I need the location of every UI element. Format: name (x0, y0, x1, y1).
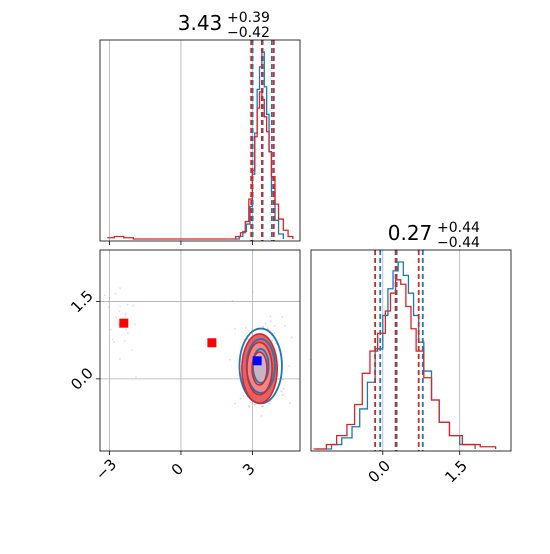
marginal-2-x-tick-label: 0.0 (364, 457, 394, 487)
joint-scatter-point (281, 394, 284, 396)
marginal-2-series-2-step (313, 279, 497, 450)
joint-scatter-point (264, 322, 267, 325)
marginal-1-title-plus: +0.39 (227, 10, 270, 26)
joint-scatter-point (288, 364, 291, 367)
joint-scatter-point (103, 294, 106, 297)
joint-scatter-point (112, 341, 115, 343)
joint-scatter-point (124, 314, 127, 316)
joint-scatter-point (283, 324, 286, 327)
marginal-2-frame (310, 249, 512, 452)
joint-scatter-point (114, 292, 117, 295)
joint-scatter-point (127, 332, 129, 335)
joint-scatter-point (270, 339, 273, 342)
joint-scatter-point (281, 316, 284, 319)
joint-contour-panel: −3 0 3 0.0 1.5 (67, 249, 312, 484)
joint-scatter-point (115, 316, 118, 319)
joint-scatter-point (262, 326, 265, 328)
joint-scatter-point (290, 336, 293, 339)
marginal-histogram-1: 3.43 +0.39 −0.42 (99, 10, 301, 245)
joint-scatter-point (233, 328, 236, 330)
joint-scatter-point (269, 315, 272, 318)
joint-marker-2 (207, 338, 217, 348)
joint-scatter-point (130, 349, 133, 351)
marginal-1-title-minus: −0.42 (227, 25, 270, 41)
joint-scatter-point (275, 342, 277, 345)
joint-scatter-point (273, 325, 276, 327)
marginal-histogram-2: 0.27 +0.44 −0.44 0.0 1.5 (310, 220, 512, 487)
joint-red-contour-line-3 (241, 333, 279, 404)
joint-scatter-point (125, 328, 128, 331)
joint-scatter-point (135, 376, 137, 379)
joint-y-tick-label: 1.5 (67, 287, 97, 317)
joint-scatter-point (107, 306, 110, 309)
joint-scatter-point (247, 338, 249, 340)
joint-scatter-point (269, 320, 272, 322)
marginal-1-title: 3.43 (178, 11, 223, 35)
joint-scatter-point (233, 402, 236, 405)
joint-marker-1 (119, 318, 129, 328)
joint-scatter-point (253, 403, 256, 406)
joint-scatter-point (134, 323, 137, 326)
joint-frame (99, 249, 301, 452)
joint-red-contour-line-1 (251, 351, 268, 386)
joint-scatter-point (288, 402, 291, 405)
joint-x-tick-label: −3 (92, 455, 120, 483)
joint-x-tick-label: 0 (168, 460, 187, 479)
joint-scatter-point (109, 328, 112, 331)
joint-scatter-point (132, 304, 135, 307)
joint-scatter-point (244, 326, 247, 329)
joint-scatter-point (123, 339, 126, 342)
joint-x-tick-label: 3 (239, 460, 258, 479)
marginal-1-frame (99, 39, 301, 242)
joint-scatter-point (124, 312, 127, 315)
joint-scatter-point (119, 358, 121, 360)
joint-scatter-point (239, 397, 242, 400)
joint-y-tick-label: 0.0 (67, 364, 97, 394)
joint-scatter-point (111, 338, 114, 341)
marginal-1-title-value: 3.43 (178, 11, 223, 35)
joint-scatter-point (242, 395, 245, 397)
marginal-2-title-value: 0.27 (388, 221, 433, 245)
joint-marker-3 (252, 356, 262, 366)
joint-scatter-point (267, 327, 269, 330)
joint-scatter-point (229, 358, 231, 361)
joint-scatter-point (119, 305, 122, 308)
marginal-2-title: 0.27 (388, 221, 433, 245)
joint-scatter-point (273, 332, 276, 335)
joint-scatter-point (248, 405, 251, 408)
marginal-1-series-2-step (107, 91, 294, 240)
joint-scatter-point (268, 402, 271, 405)
joint-scatter-point (280, 390, 283, 393)
marginal-1-series-1-step (235, 51, 284, 240)
marginal-2-title-minus: −0.44 (437, 235, 480, 251)
joint-scatter-point (261, 405, 264, 408)
joint-scatter-point (118, 310, 121, 313)
joint-red-contour-line-2 (246, 341, 273, 396)
marginal-2-title-plus: +0.44 (437, 220, 480, 236)
marginal-2-x-tick-label: 1.5 (441, 457, 471, 487)
joint-scatter-point (282, 387, 285, 390)
joint-scatter-point (260, 414, 263, 417)
joint-scatter-point (119, 287, 121, 289)
joint-scatter-point (126, 303, 129, 306)
